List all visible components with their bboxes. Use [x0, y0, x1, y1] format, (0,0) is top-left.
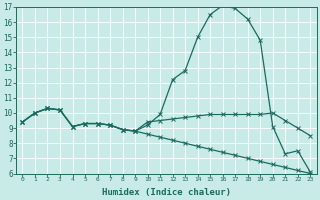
X-axis label: Humidex (Indice chaleur): Humidex (Indice chaleur): [102, 188, 231, 197]
